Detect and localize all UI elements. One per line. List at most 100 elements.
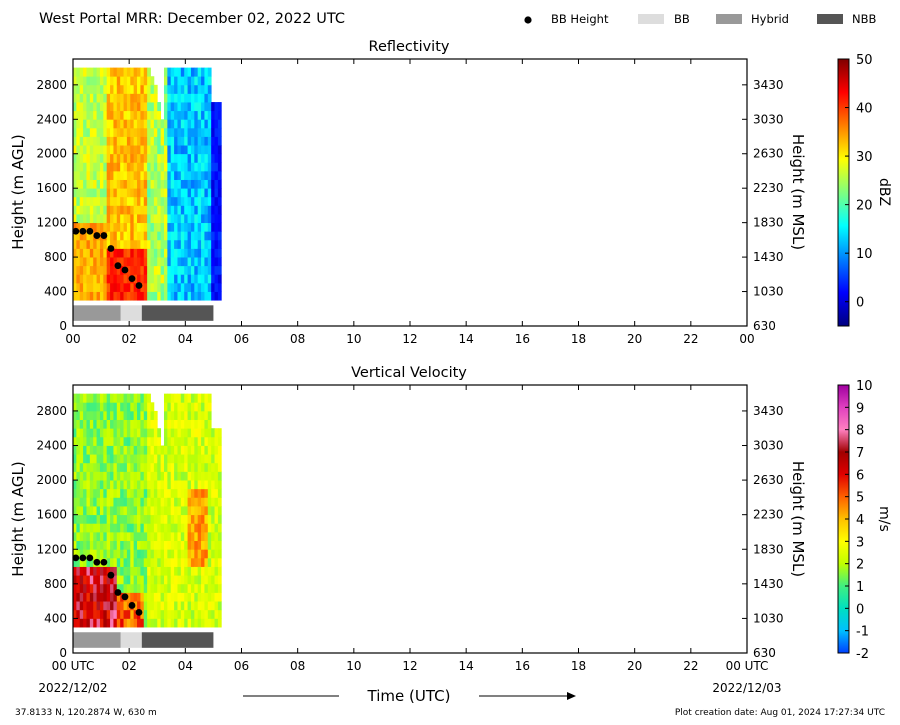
field-cell — [197, 471, 202, 481]
field-cell — [73, 445, 77, 455]
field-cell — [110, 583, 114, 593]
field-cell — [177, 231, 182, 241]
field-cell — [177, 454, 182, 464]
field-cell — [174, 506, 178, 516]
field-cell — [217, 257, 222, 267]
field-cell — [153, 127, 158, 137]
field-cell — [110, 239, 114, 249]
field-cell — [201, 76, 205, 86]
field-cell — [187, 480, 192, 490]
field-cell — [177, 402, 182, 412]
field-cell — [214, 239, 219, 249]
field-cell — [194, 67, 199, 77]
field-cell — [103, 419, 108, 429]
field-cell — [89, 514, 94, 524]
field-cell — [180, 153, 185, 163]
field-cell — [116, 497, 121, 507]
field-cell — [123, 393, 128, 403]
field-cell — [93, 531, 97, 542]
field-cell — [204, 566, 209, 576]
x-tick-label: 20 — [627, 659, 642, 673]
field-cell — [187, 282, 192, 292]
field-cell — [160, 274, 165, 284]
colorbar-tick-label: 5 — [856, 491, 864, 506]
field-cell — [106, 454, 111, 464]
field-cell — [137, 471, 141, 481]
field-cell — [130, 557, 135, 567]
field-cell — [79, 214, 84, 224]
field-cell — [96, 523, 101, 533]
field-cell — [170, 265, 175, 275]
field-cell — [110, 471, 114, 481]
field-cell — [207, 566, 212, 576]
field-cell — [106, 488, 111, 498]
field-cell — [130, 480, 135, 490]
field-cell — [197, 462, 202, 472]
field-cell — [130, 231, 135, 241]
field-cell — [217, 127, 222, 137]
field-cell — [204, 531, 209, 542]
field-cell — [177, 436, 182, 446]
field-cell — [143, 575, 148, 585]
field-cell — [217, 188, 222, 198]
field-cell — [197, 265, 202, 275]
field-cell — [76, 127, 81, 137]
field-cell — [96, 462, 101, 472]
field-cell — [93, 480, 97, 490]
field-cell — [197, 257, 202, 267]
field-cell — [187, 179, 192, 189]
field-cell — [126, 257, 131, 267]
field-cell — [133, 162, 138, 172]
field-cell — [140, 291, 145, 301]
field-cell — [197, 592, 202, 602]
field-cell — [170, 428, 175, 438]
field-cell — [140, 214, 145, 224]
field-cell — [147, 583, 151, 593]
field-cell — [83, 153, 87, 163]
field-cell — [207, 145, 212, 155]
field-cell — [177, 497, 182, 507]
field-cell — [126, 566, 131, 576]
field-cell — [140, 601, 145, 611]
x-axis-label: Time (UTC) — [367, 687, 451, 705]
y-tick-label-right: 1430 — [753, 577, 784, 591]
field-cell — [79, 445, 84, 455]
colorbar-tick-label: 4 — [856, 513, 864, 528]
field-cell — [133, 291, 138, 301]
legend-bb-label: BB — [674, 12, 690, 26]
field-cell — [79, 506, 84, 516]
field-cell — [177, 609, 182, 619]
field-cell — [83, 462, 87, 472]
field-cell — [211, 583, 215, 593]
field-cell — [150, 592, 155, 602]
field-cell — [170, 93, 175, 103]
field-cell — [197, 618, 202, 628]
field-cell — [83, 179, 87, 189]
field-cell — [170, 153, 175, 163]
field-cell — [76, 170, 81, 180]
field-cell — [140, 67, 145, 77]
field-cell — [150, 540, 155, 550]
vertical-velocity-field — [73, 393, 222, 628]
field-cell — [86, 445, 91, 455]
field-cell — [123, 179, 128, 189]
field-cell — [110, 127, 114, 137]
field-cell — [96, 136, 101, 146]
field-cell — [177, 480, 182, 490]
field-cell — [99, 480, 104, 490]
field-cell — [126, 436, 131, 446]
field-cell — [204, 393, 209, 403]
field-cell — [96, 214, 101, 224]
field-cell — [140, 428, 145, 438]
field-cell — [103, 179, 108, 189]
field-cell — [143, 609, 148, 619]
field-cell — [93, 214, 97, 224]
field-cell — [113, 84, 118, 94]
field-cell — [126, 583, 131, 593]
field-cell — [106, 102, 111, 112]
field-cell — [207, 514, 212, 524]
field-cell — [130, 170, 135, 180]
field-cell — [170, 557, 175, 567]
field-cell — [180, 410, 185, 420]
field-cell — [76, 145, 81, 155]
